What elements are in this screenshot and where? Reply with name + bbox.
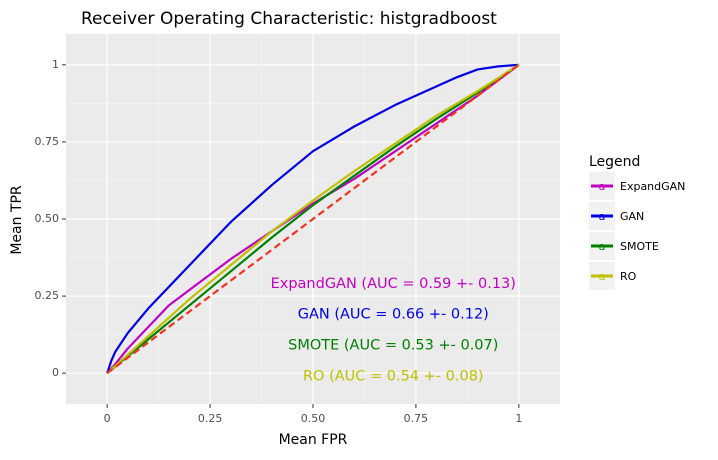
legend-title: Legend xyxy=(589,154,640,170)
x-tick-label: 0.25 xyxy=(198,412,223,425)
legend-label: GAN xyxy=(620,210,644,223)
y-tick-label: 1 xyxy=(52,58,59,71)
series-line-ro xyxy=(106,63,520,374)
auc-annotation-gan: GAN (AUC = 0.66 +- 0.12) xyxy=(298,307,489,323)
legend-label: RO xyxy=(620,270,637,283)
y-tick-label: 0.25 xyxy=(35,289,60,302)
series-line-smote xyxy=(106,63,520,375)
x-tick-label: 0.50 xyxy=(301,412,326,425)
legend-label: ExpandGAN xyxy=(620,180,685,193)
auc-annotation-smote: SMOTE (AUC = 0.53 +- 0.07) xyxy=(288,337,498,353)
auc-annotations: ExpandGAN (AUC = 0.59 +- 0.13) GAN (AUC =… xyxy=(271,276,516,385)
legend-key-glyph: a xyxy=(599,210,606,223)
auc-annotation-ro: RO (AUC = 0.54 +- 0.08) xyxy=(303,368,484,384)
reference-diagonal-line xyxy=(106,63,520,375)
chart-title: Receiver Operating Characteristic: histg… xyxy=(81,9,497,29)
legend: Legend a ExpandGAN a GAN a SMOTE a RO xyxy=(589,154,685,290)
x-tick-label: 1 xyxy=(515,412,522,425)
legend-item-smote: a SMOTE xyxy=(589,232,659,260)
legend-key-glyph: a xyxy=(599,240,606,253)
y-tick-label: 0.75 xyxy=(35,135,60,148)
legend-item-ro: a RO xyxy=(589,262,637,290)
y-axis-label: Mean TPR xyxy=(9,185,25,255)
y-tick-label: 0 xyxy=(52,366,59,379)
y-tick-label: 0.50 xyxy=(35,212,60,225)
legend-label: SMOTE xyxy=(620,240,659,253)
legend-item-expandgan: a ExpandGAN xyxy=(589,172,685,200)
x-tick-label: 0.75 xyxy=(404,412,429,425)
axes: 0 0.25 0.50 0.75 1 0 0.25 0.50 0.75 1 xyxy=(35,58,523,425)
legend-key-glyph: a xyxy=(599,180,606,193)
x-tick-label: 0 xyxy=(104,412,111,425)
legend-key-glyph: a xyxy=(599,270,606,283)
auc-annotation-expandgan: ExpandGAN (AUC = 0.59 +- 0.13) xyxy=(271,276,516,292)
x-axis-label: Mean FPR xyxy=(279,432,348,448)
series-lines xyxy=(106,63,520,375)
legend-item-gan: a GAN xyxy=(589,202,644,230)
series-line-gan xyxy=(106,63,519,374)
